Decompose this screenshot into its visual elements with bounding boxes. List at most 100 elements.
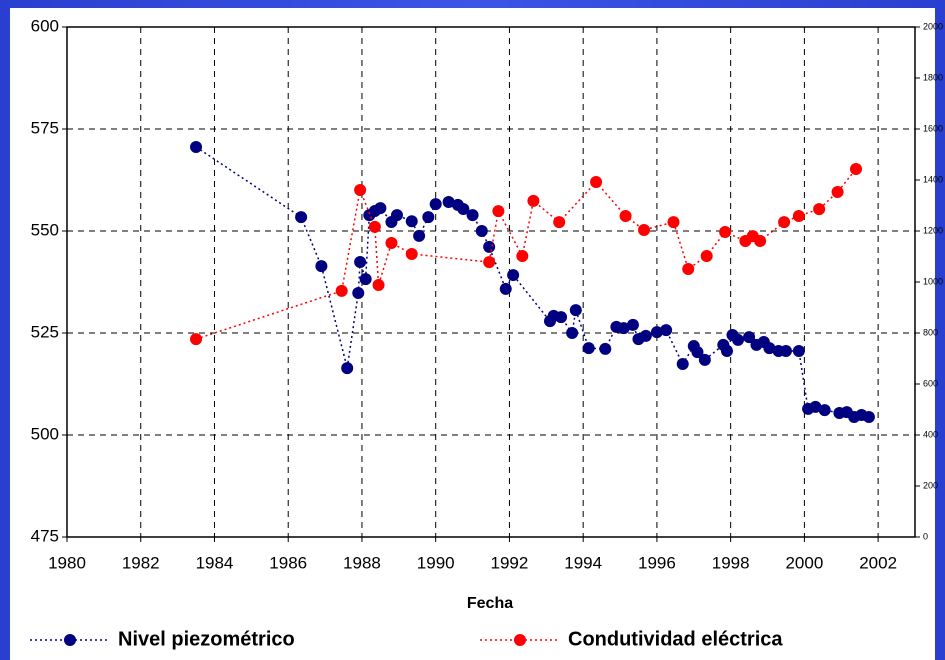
y2-tick-label: 800 xyxy=(923,327,938,337)
data-point xyxy=(626,318,639,331)
x-tick-label: 1998 xyxy=(712,553,750,572)
data-point xyxy=(442,196,455,209)
x-tick-label: 1988 xyxy=(343,553,381,572)
legend-marker xyxy=(514,634,526,646)
data-point xyxy=(368,220,381,233)
data-point xyxy=(359,273,372,286)
data-point xyxy=(862,411,875,424)
data-point xyxy=(720,344,733,357)
data-point xyxy=(374,202,387,215)
legend-label: Condutividad eléctrica xyxy=(568,628,783,650)
data-point xyxy=(590,176,603,189)
data-point xyxy=(700,249,713,262)
y-tick-label: 550 xyxy=(31,220,59,239)
data-point xyxy=(555,311,568,324)
y-tick-label: 525 xyxy=(31,322,59,341)
y2-tick-label: 1000 xyxy=(923,276,943,286)
data-point xyxy=(831,185,844,198)
data-point xyxy=(492,205,505,218)
data-point xyxy=(429,198,442,211)
data-point xyxy=(698,353,711,366)
data-point xyxy=(691,346,704,359)
data-point xyxy=(779,344,792,357)
y2-tick-label: 200 xyxy=(923,480,938,490)
data-point xyxy=(457,202,470,215)
data-point xyxy=(638,223,651,236)
x-tick-label: 2000 xyxy=(785,553,823,572)
data-point xyxy=(617,322,630,335)
legend-marker xyxy=(64,634,76,646)
x-tick-label: 1982 xyxy=(122,553,160,572)
y2-tick-label: 2000 xyxy=(923,21,943,31)
x-tick-label: 1990 xyxy=(417,553,455,572)
x-tick-label: 1994 xyxy=(564,553,602,572)
chart-background xyxy=(10,8,935,660)
data-point xyxy=(566,327,579,339)
y-tick-label: 500 xyxy=(31,424,59,443)
data-point xyxy=(354,183,367,196)
y-tick-label: 475 xyxy=(31,526,59,545)
data-point xyxy=(341,362,354,375)
data-point xyxy=(385,236,398,249)
data-point xyxy=(639,329,652,342)
y2-tick-label: 1800 xyxy=(923,72,943,82)
y2-tick-label: 400 xyxy=(923,429,938,439)
data-point xyxy=(499,282,512,295)
data-point xyxy=(295,211,308,224)
data-point xyxy=(792,209,805,222)
data-point xyxy=(422,211,435,224)
data-point xyxy=(660,324,673,337)
data-point xyxy=(682,262,695,275)
x-tick-label: 1996 xyxy=(638,553,676,572)
x-tick-label: 1986 xyxy=(269,553,307,572)
data-point xyxy=(792,344,805,357)
data-point xyxy=(676,358,689,371)
y2-tick-label: 0 xyxy=(923,531,928,541)
y2-tick-label: 600 xyxy=(923,378,938,388)
data-point xyxy=(527,194,540,207)
data-point xyxy=(818,404,831,417)
x-tick-label: 1992 xyxy=(491,553,529,572)
data-point xyxy=(582,342,595,355)
data-point xyxy=(813,203,826,216)
data-point xyxy=(569,304,582,317)
data-point xyxy=(405,247,418,260)
data-point xyxy=(778,216,791,229)
data-point xyxy=(372,279,385,292)
data-point xyxy=(390,209,403,222)
y2-tick-label: 1600 xyxy=(923,123,943,133)
plot-frame xyxy=(66,26,916,538)
y-tick-label: 600 xyxy=(31,16,59,35)
data-point xyxy=(405,215,418,228)
data-point xyxy=(190,140,203,153)
x-axis-label: Fecha xyxy=(467,595,513,612)
data-point xyxy=(475,225,488,237)
y-tick-label: 575 xyxy=(31,118,59,137)
y2-tick-label: 1200 xyxy=(923,225,943,235)
data-point xyxy=(850,163,863,176)
data-point xyxy=(354,256,367,269)
data-point xyxy=(190,333,203,346)
data-point xyxy=(667,216,680,229)
x-tick-label: 1980 xyxy=(48,553,86,572)
data-point xyxy=(719,226,732,239)
data-point xyxy=(763,342,776,355)
data-point xyxy=(743,331,756,344)
x-tick-label: 1984 xyxy=(196,553,234,572)
data-point xyxy=(619,209,632,222)
x-tick-label: 2002 xyxy=(859,553,897,572)
data-point xyxy=(809,400,822,413)
data-point xyxy=(335,284,348,297)
legend-label: Nivel piezométrico xyxy=(118,628,295,650)
data-point xyxy=(507,269,520,282)
data-point xyxy=(413,229,426,242)
y2-tick-label: 1400 xyxy=(923,174,943,184)
data-point xyxy=(553,216,566,229)
data-point xyxy=(483,256,496,269)
data-point xyxy=(466,209,479,222)
data-point xyxy=(352,287,365,300)
data-point xyxy=(732,333,745,346)
data-point xyxy=(483,240,496,253)
